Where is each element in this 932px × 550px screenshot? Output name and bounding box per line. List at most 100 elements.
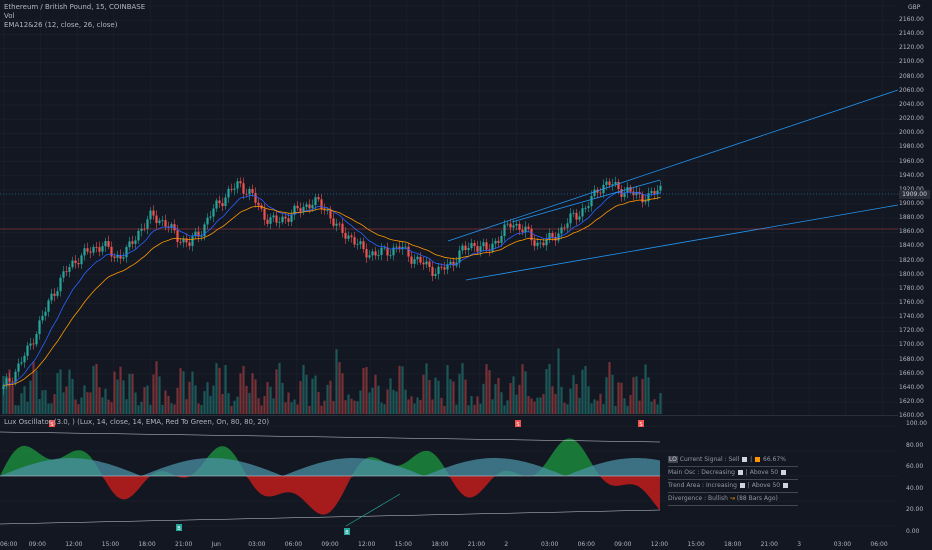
volume-bar: [191, 371, 194, 414]
volume-bar: [386, 389, 389, 414]
volume-legend[interactable]: Vol: [4, 12, 15, 20]
volume-bar: [527, 396, 530, 414]
volume-bar: [65, 386, 68, 414]
candle: [464, 241, 467, 255]
time-tick-label: 06:00: [284, 541, 303, 548]
pane-separator[interactable]: [0, 415, 932, 416]
price-tick-label: 2040.00: [899, 100, 924, 108]
volume-bar: [194, 385, 197, 414]
candle: [368, 250, 371, 260]
time-tick-label: 09:00: [321, 541, 339, 548]
volume-bar: [413, 403, 416, 414]
time-tick-label: 12:00: [65, 541, 83, 548]
candle: [581, 203, 584, 222]
svg-text:S: S: [50, 422, 53, 428]
volume-bar: [401, 366, 404, 414]
candle: [182, 235, 185, 248]
volume-bar: [302, 364, 305, 414]
candle: [359, 237, 362, 249]
candle: [374, 247, 377, 260]
volume-bar: [494, 384, 497, 414]
candle: [473, 240, 476, 252]
candle: [521, 224, 524, 236]
volume-bar: [308, 405, 311, 414]
volume-bar: [515, 394, 518, 414]
oscillator-tick-label: 80.00: [906, 441, 924, 449]
candle: [530, 224, 533, 246]
volume-bar: [395, 391, 398, 414]
volume-bar: [95, 363, 98, 414]
volume-bar: [203, 391, 206, 414]
candle: [83, 243, 86, 261]
volume-bar: [47, 403, 50, 414]
candle: [110, 241, 113, 262]
volume-bar: [44, 390, 47, 414]
candle: [233, 183, 236, 196]
ema-legend[interactable]: EMA12&26 (12, close, 26, close): [4, 21, 118, 29]
price-tick-label: 1780.00: [899, 284, 924, 292]
volume-bar: [431, 399, 434, 414]
signal-strength-value: 66.67%: [763, 456, 786, 463]
volume-bar: [68, 369, 71, 414]
volume-bar: [377, 385, 380, 414]
candle: [599, 187, 602, 197]
candle: [437, 263, 440, 280]
price-tick-label: 1920.00: [899, 186, 924, 193]
candle: [497, 236, 500, 248]
signal-square-icon: [742, 457, 748, 462]
volume-bar: [161, 404, 164, 414]
symbol-title[interactable]: Ethereum / British Pound, 15, COINBASE: [4, 3, 146, 11]
volume-bar: [179, 368, 182, 414]
volume-bar: [56, 372, 59, 414]
candle: [653, 187, 656, 200]
time-tick-label: Jun: [211, 541, 221, 548]
volume-bar: [365, 367, 368, 414]
oscillator-legend[interactable]: Lux Oscillator (3.0, ) (Lux, 14, close, …: [4, 418, 269, 427]
trend-area-text: Trend Area : Increasing: [668, 482, 737, 489]
time-tick-label: 18:00: [724, 541, 742, 548]
volume-bar: [107, 399, 110, 414]
time-tick-label: 15:00: [101, 541, 120, 548]
volume-bar: [587, 386, 590, 414]
candle: [224, 193, 227, 210]
volume-bar: [536, 397, 539, 414]
candle: [350, 232, 353, 243]
candle: [362, 237, 365, 253]
volume-bar: [446, 365, 449, 414]
candle: [119, 249, 122, 264]
volume-bar: [512, 376, 515, 414]
upper-channel-line[interactable]: [447, 89, 898, 242]
volume-bar: [218, 367, 221, 414]
price-scale[interactable]: GBP 2160.00 2140.00 2120.00 2100.00 2080.00 2…: [898, 0, 932, 538]
candle: [329, 205, 332, 224]
candle: [197, 226, 200, 243]
short-upper-channel-line[interactable]: [511, 179, 661, 223]
volume-bar: [188, 381, 191, 414]
volume-bar: [290, 402, 293, 414]
volume-bar: [20, 393, 23, 414]
volume-bar: [482, 383, 485, 414]
volume-bar: [578, 397, 581, 414]
oscillator-pane[interactable]: S S S B B: [0, 416, 898, 538]
main-price-pane[interactable]: [0, 0, 898, 416]
candle: [425, 257, 428, 269]
time-tick-label: 03:00: [833, 541, 852, 548]
volume-bar: [638, 400, 641, 414]
volume-bar: [422, 374, 425, 414]
candle: [143, 223, 146, 232]
candle: [290, 209, 293, 227]
volume-bar: [614, 405, 617, 414]
volume-bar: [173, 404, 176, 414]
candle: [446, 258, 449, 275]
volume-bar: [242, 365, 245, 414]
volume-bar: [11, 386, 14, 414]
candle: [62, 265, 65, 283]
candle: [491, 238, 494, 254]
candle: [656, 185, 659, 200]
time-tick-label: 09:00: [614, 541, 632, 548]
volume-bar: [125, 399, 128, 414]
volume-bar: [326, 384, 329, 414]
candle: [407, 242, 410, 262]
lower-channel-line[interactable]: [465, 204, 898, 281]
